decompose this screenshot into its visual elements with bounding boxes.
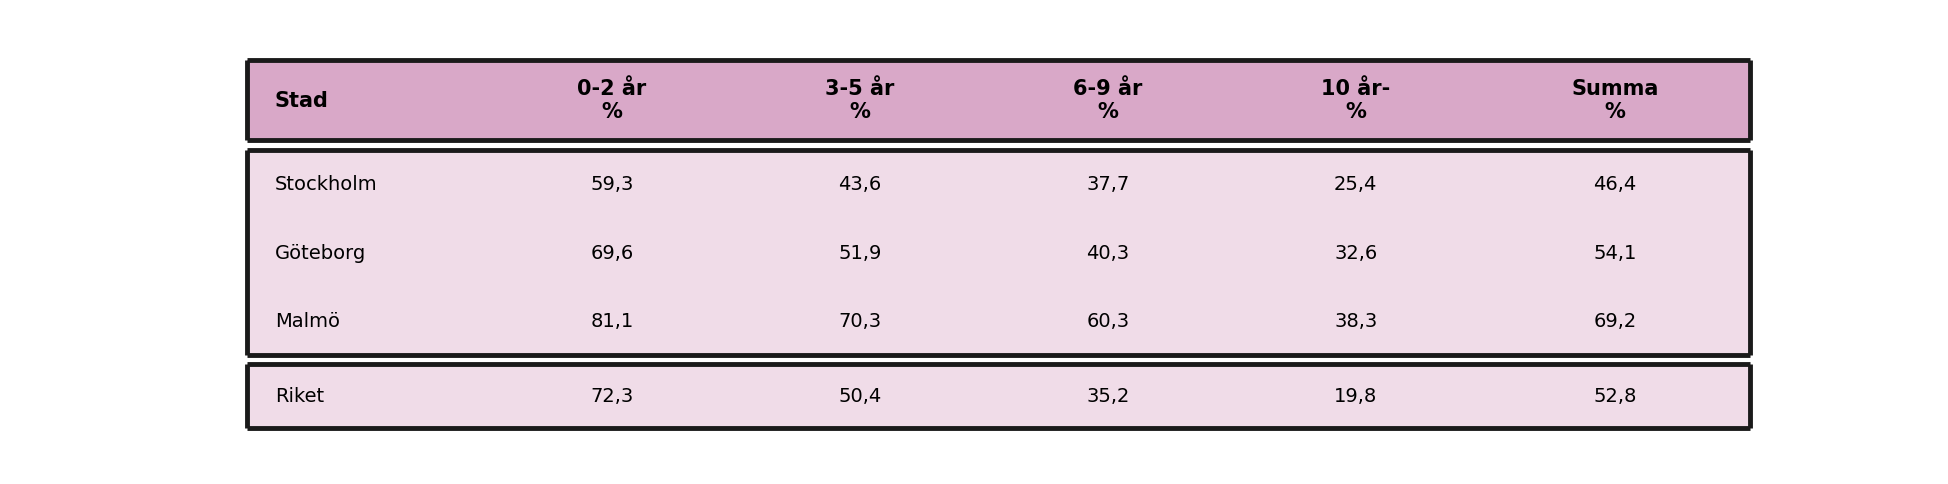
Text: 3-5 år
%: 3-5 år % — [824, 79, 894, 122]
Text: 38,3: 38,3 — [1334, 312, 1377, 331]
Bar — [247, 364, 1749, 428]
Text: 81,1: 81,1 — [590, 312, 633, 331]
Text: Malmö: Malmö — [275, 312, 339, 331]
Text: 70,3: 70,3 — [838, 312, 880, 331]
Text: 25,4: 25,4 — [1332, 175, 1377, 194]
Text: 43,6: 43,6 — [838, 175, 880, 194]
Text: 46,4: 46,4 — [1593, 175, 1636, 194]
Text: 60,3: 60,3 — [1085, 312, 1128, 331]
Bar — [247, 60, 1749, 140]
Text: 35,2: 35,2 — [1085, 386, 1130, 405]
Text: 51,9: 51,9 — [838, 243, 880, 262]
Text: 54,1: 54,1 — [1592, 243, 1636, 262]
Text: 50,4: 50,4 — [838, 386, 880, 405]
Text: 59,3: 59,3 — [590, 175, 633, 194]
Text: 19,8: 19,8 — [1334, 386, 1377, 405]
Text: 69,2: 69,2 — [1593, 312, 1636, 331]
Text: 10 år-
%: 10 år- % — [1321, 79, 1389, 122]
Text: 52,8: 52,8 — [1592, 386, 1636, 405]
Text: 40,3: 40,3 — [1085, 243, 1128, 262]
Text: Stad: Stad — [275, 91, 329, 110]
Text: 37,7: 37,7 — [1085, 175, 1128, 194]
Text: 72,3: 72,3 — [590, 386, 633, 405]
Text: 6-9 år
%: 6-9 år % — [1073, 79, 1142, 122]
Text: Göteborg: Göteborg — [275, 243, 366, 262]
Text: Riket: Riket — [275, 386, 323, 405]
Bar — [247, 151, 1749, 355]
Text: Summa
%: Summa % — [1570, 79, 1658, 122]
Text: 69,6: 69,6 — [590, 243, 633, 262]
Text: 32,6: 32,6 — [1334, 243, 1377, 262]
Text: Stockholm: Stockholm — [275, 175, 378, 194]
Text: 0-2 år
%: 0-2 år % — [577, 79, 647, 122]
